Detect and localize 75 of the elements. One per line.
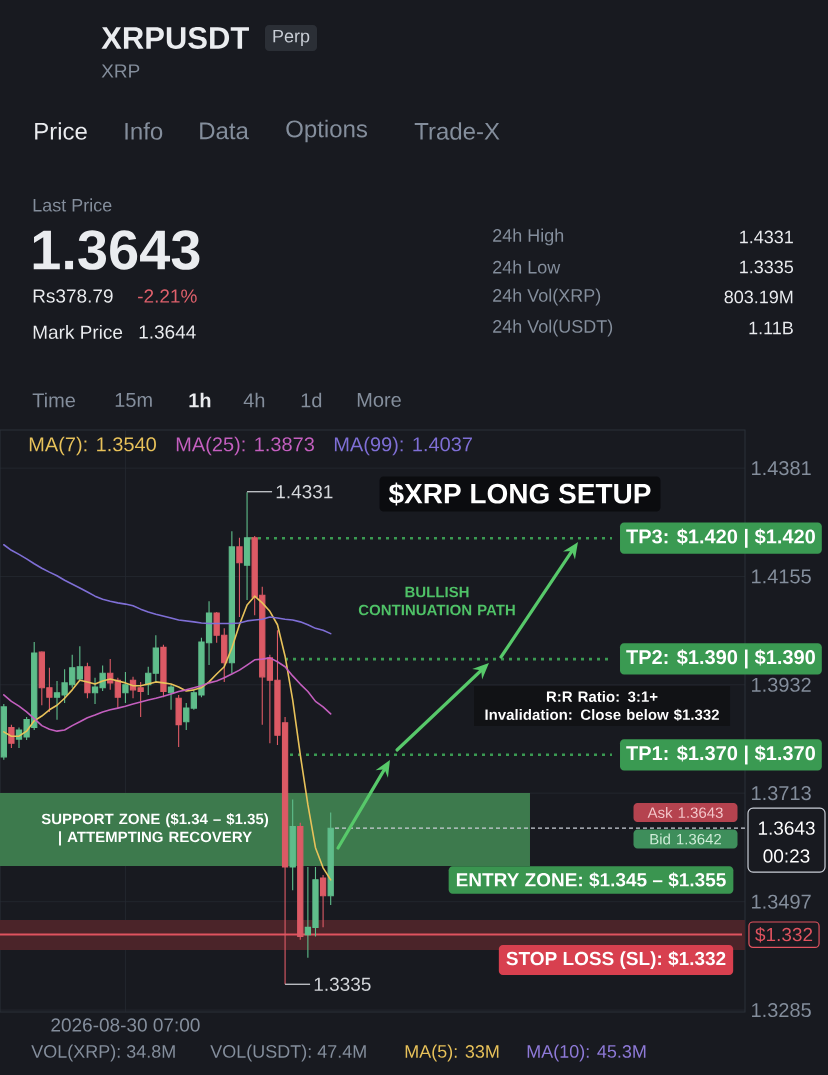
candlestick	[327, 812, 334, 906]
annotation: Invalidation: Close below $1.332	[485, 708, 719, 721]
annotation: ENTRY ZONE: $1.345 – $1.355	[456, 872, 726, 888]
text: MA(25): 1.3873	[176, 436, 314, 456]
band-label: SUPPORT ZONE ($1.34 – $1.35) | ATTEMPTING RECOVERY	[41, 812, 269, 846]
text: 1.3643	[758, 821, 815, 835]
text: Perp	[273, 29, 310, 47]
text: 1.11B	[749, 321, 793, 335]
y-tick-label: 1.3713	[752, 786, 811, 801]
y-tick-label: 1.4155	[752, 569, 811, 584]
candlestick	[152, 634, 159, 684]
text: 24h Low	[493, 260, 561, 274]
candlestick	[243, 491, 251, 601]
text: Data	[200, 122, 249, 140]
y-tick-label: 1.3497	[752, 894, 811, 909]
text: Rs378.79	[33, 289, 113, 303]
candlestick	[319, 874, 327, 928]
text: MA(99): 1.4037	[334, 436, 472, 456]
annotation: STOP LOSS (SL): $1.332	[506, 950, 726, 970]
y-tick-label: 1.3932	[752, 677, 811, 692]
text: XRPUSDT	[101, 27, 249, 49]
candlestick	[122, 671, 129, 704]
text: VOL(XRP): 34.8M	[31, 1044, 175, 1062]
y-tick-label: 1.4381	[752, 461, 811, 476]
text: MA(5): 33M	[405, 1044, 499, 1062]
text: Time	[32, 392, 76, 408]
text: MA(7): 1.3540	[29, 436, 156, 456]
candlestick	[289, 799, 296, 891]
text: 1h	[189, 392, 211, 408]
text: 00:23	[763, 849, 810, 863]
text: More	[357, 393, 401, 407]
text: Trade-X	[414, 122, 500, 140]
text: $XRP LONG SETUP	[388, 482, 651, 506]
text: 1.3335	[740, 260, 794, 274]
candlestick	[160, 644, 167, 698]
text: Info	[125, 122, 163, 140]
annotation: R:R Ratio: 3:1+	[546, 691, 658, 703]
annotation: TP3: $1.420 | $1.420	[626, 528, 815, 548]
text: 24h Vol(XRP)	[493, 288, 601, 306]
text: 1d	[301, 392, 322, 408]
line-series	[3, 657, 332, 732]
candlestick	[84, 662, 91, 699]
annotation: TP2: $1.390 | $1.390	[626, 649, 815, 669]
text: VOL(USDT): 47.4M	[210, 1044, 366, 1062]
text: 2026-08-30 07:00	[51, 1018, 200, 1032]
text: Price	[35, 122, 87, 140]
text: -2.21%	[138, 289, 197, 303]
text: Options	[286, 119, 368, 143]
text: 15m	[115, 393, 152, 407]
candlestick	[167, 684, 175, 711]
text: 1.3643	[33, 230, 200, 270]
candlestick	[76, 645, 83, 681]
y-tick-label: 1.3285	[752, 1002, 811, 1018]
annotation: BULLISH CONTINUATION PATH	[358, 586, 515, 616]
text: 1.3644	[139, 325, 196, 339]
text: $1.332	[755, 927, 813, 943]
text: MA(10): 45.3M	[527, 1044, 646, 1062]
candlestick	[0, 703, 7, 761]
text: Last Price	[33, 198, 112, 212]
text: Mark Price	[33, 325, 123, 339]
annotation: 1.3335	[314, 977, 371, 991]
candlestick	[183, 702, 190, 731]
text: 24h High	[493, 228, 564, 246]
text: XRP	[101, 64, 140, 78]
annotation: Bid 1.3642	[650, 833, 722, 845]
annotation: TP1: $1.370 | $1.370	[626, 745, 815, 765]
annotation: Ask 1.3643	[647, 806, 723, 818]
text: 4h	[243, 392, 265, 408]
candlestick	[236, 537, 243, 618]
text: 24h Vol(USDT)	[493, 319, 613, 337]
text: 803.19M	[724, 290, 793, 304]
candlestick	[175, 694, 182, 748]
candlestick	[228, 530, 236, 674]
text: 1.4331	[740, 230, 793, 244]
annotation: 1.4331	[276, 485, 333, 499]
